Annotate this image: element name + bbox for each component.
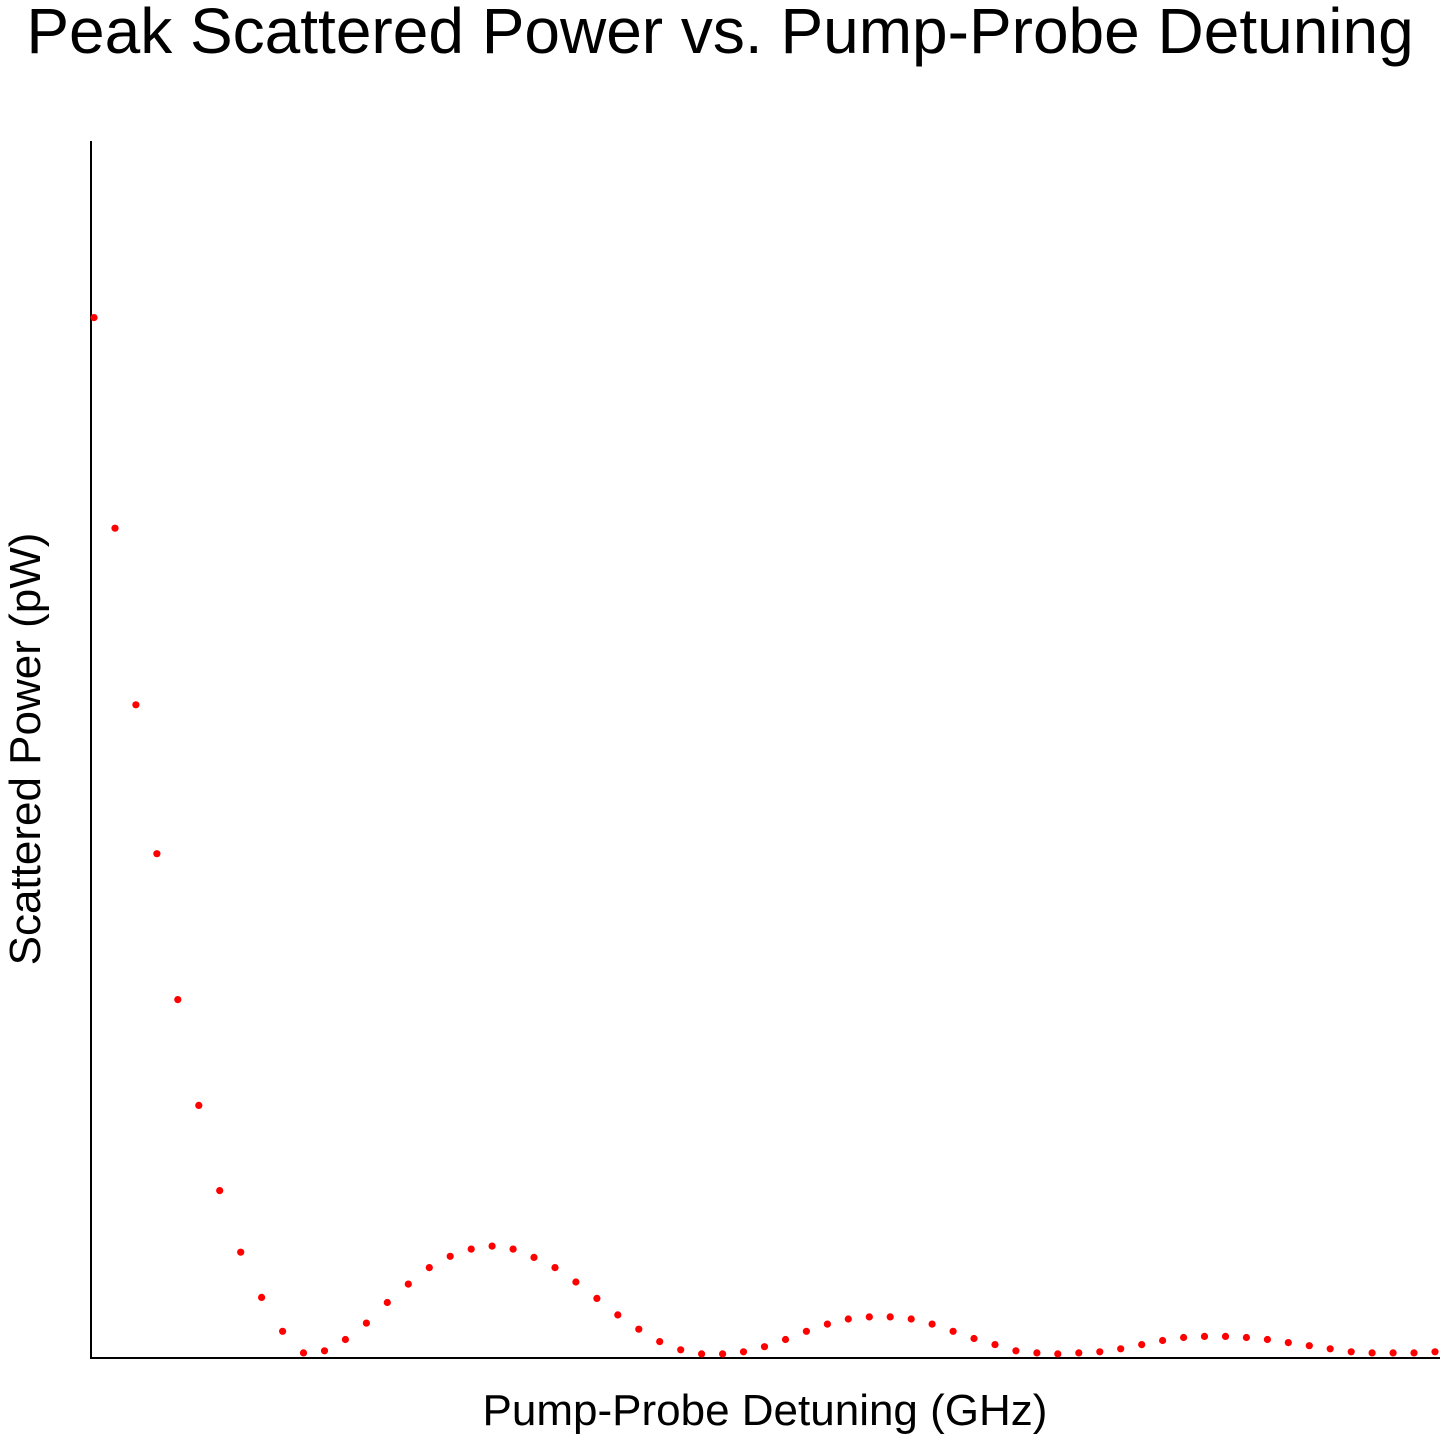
data-point-53 [1200,1332,1209,1340]
data-point-40 [928,1320,936,1328]
data-point-13 [362,1319,370,1327]
data-point-48 [1096,1348,1104,1356]
data-point-26 [635,1325,643,1333]
data-point-60 [1347,1348,1355,1356]
data-point-46 [1054,1350,1062,1358]
data-point-1 [111,524,119,532]
x-axis-label: Pump-Probe Detuning (GHz) [483,1386,1048,1435]
data-point-35 [823,1320,832,1328]
data-point-4 [174,996,182,1004]
data-point-21 [530,1253,538,1261]
data-point-7 [237,1248,245,1256]
data-point-51 [1159,1336,1167,1345]
data-point-11 [320,1347,329,1355]
data-point-25 [614,1311,622,1319]
data-point-29 [698,1350,706,1358]
data-point-58 [1305,1342,1313,1350]
data-point-28 [677,1346,685,1354]
data-point-23 [572,1278,580,1286]
data-point-17 [446,1252,454,1260]
data-point-42 [970,1334,978,1343]
data-point-27 [656,1338,664,1346]
data-point-37 [865,1313,873,1321]
data-point-56 [1263,1335,1271,1344]
data-points [90,314,1439,1358]
data-point-30 [719,1350,727,1358]
data-point-5 [195,1101,203,1109]
data-point-59 [1326,1345,1334,1353]
data-point-34 [802,1327,811,1335]
chart-title: Peak Scattered Power vs. Pump-Probe Detu… [26,0,1413,67]
data-point-45 [1033,1349,1041,1357]
data-point-39 [907,1315,915,1323]
data-point-41 [949,1327,957,1335]
data-point-16 [425,1264,433,1272]
data-point-6 [216,1187,224,1195]
data-point-47 [1075,1349,1083,1357]
data-point-19 [488,1242,496,1250]
data-point-3 [153,850,161,858]
data-point-24 [593,1294,601,1302]
data-point-18 [467,1245,475,1253]
data-point-64 [1431,1348,1439,1356]
data-point-15 [404,1280,412,1288]
data-point-61 [1368,1349,1376,1357]
data-point-43 [991,1341,999,1349]
y-axis-label: Scattered Power (pW) [1,533,50,966]
data-point-22 [551,1264,559,1272]
data-point-8 [258,1293,266,1301]
data-point-52 [1180,1333,1188,1342]
data-point-62 [1389,1349,1397,1357]
data-point-49 [1117,1345,1125,1353]
data-point-38 [886,1313,894,1321]
data-point-32 [760,1343,769,1351]
data-point-44 [1012,1347,1020,1355]
data-point-9 [279,1327,287,1335]
data-point-20 [509,1245,517,1253]
data-point-63 [1410,1349,1418,1357]
data-point-0 [90,314,98,322]
data-point-14 [383,1298,391,1307]
data-point-33 [781,1335,790,1344]
data-point-10 [299,1349,308,1357]
data-point-55 [1242,1333,1250,1342]
data-point-50 [1138,1341,1146,1349]
data-point-2 [132,701,140,709]
data-point-36 [844,1315,852,1323]
data-point-54 [1221,1332,1230,1340]
data-point-31 [739,1348,748,1356]
data-point-57 [1284,1339,1292,1347]
data-point-12 [341,1335,349,1344]
